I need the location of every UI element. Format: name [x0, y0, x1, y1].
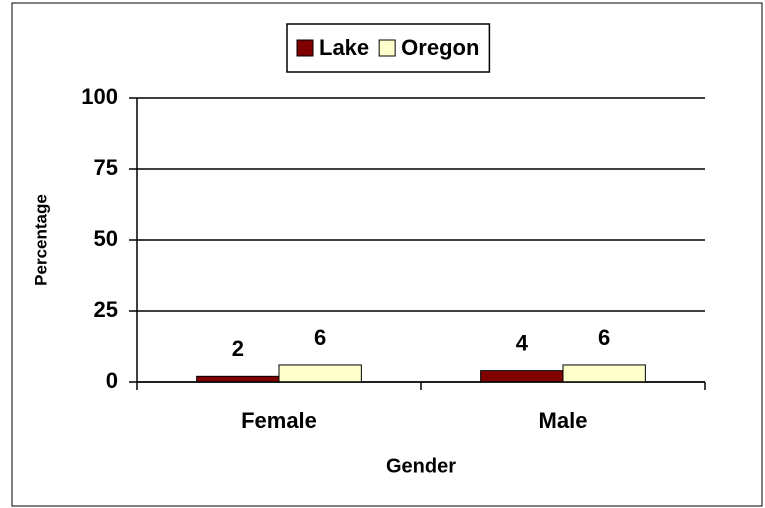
data-label: 2	[232, 336, 244, 361]
x-tick-label: Female	[241, 408, 317, 433]
legend-swatch	[296, 39, 314, 57]
x-tick-label: Male	[539, 408, 588, 433]
data-label: 4	[516, 330, 529, 355]
legend-label: Lake	[319, 35, 369, 60]
bar	[480, 370, 564, 383]
data-label: 6	[598, 325, 610, 350]
y-tick-label: 100	[81, 84, 118, 109]
data-label: 6	[314, 325, 326, 350]
x-axis-label: Gender	[386, 455, 456, 477]
y-tick-label: 0	[106, 368, 118, 393]
y-tick-label: 25	[94, 297, 118, 322]
chart-border	[11, 2, 763, 507]
bar	[278, 364, 362, 383]
legend-label: Oregon	[401, 35, 479, 60]
y-tick-label: 50	[94, 226, 118, 251]
bar	[562, 364, 646, 383]
legend-swatch	[378, 39, 396, 57]
y-tick-label: 75	[94, 155, 118, 180]
y-axis-label: Percentage	[31, 194, 50, 286]
bar	[196, 375, 280, 383]
